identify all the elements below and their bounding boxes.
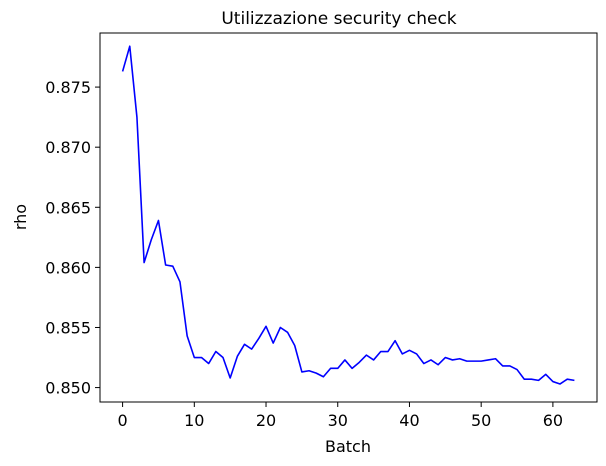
x-tick-label: 10	[184, 411, 204, 430]
x-tick-label: 30	[328, 411, 348, 430]
series-line-0	[121, 45, 575, 385]
y-tick-label: 0.870	[45, 138, 91, 157]
x-tick-label: 50	[471, 411, 491, 430]
y-tick-label: 0.865	[45, 198, 91, 217]
x-axis-label: Batch	[325, 437, 371, 456]
y-tick-label: 0.860	[45, 258, 91, 277]
chart-title: Utilizzazione security check	[221, 9, 456, 29]
x-tick-label: 40	[399, 411, 419, 430]
x-tick-label: 20	[256, 411, 276, 430]
y-tick-label: 0.875	[45, 78, 91, 97]
x-axis: 0 10 20 30 40 50 60	[117, 402, 563, 430]
y-tick-label: 0.855	[45, 318, 91, 337]
y-tick-label: 0.850	[45, 379, 91, 398]
y-axis-label: rho	[11, 204, 30, 230]
x-tick-label: 0	[117, 411, 127, 430]
plot-area	[121, 45, 575, 385]
x-tick-label: 60	[543, 411, 563, 430]
y-axis: 0.850 0.855 0.860 0.865 0.870 0.875	[45, 78, 100, 398]
plot-frame	[99, 32, 598, 403]
